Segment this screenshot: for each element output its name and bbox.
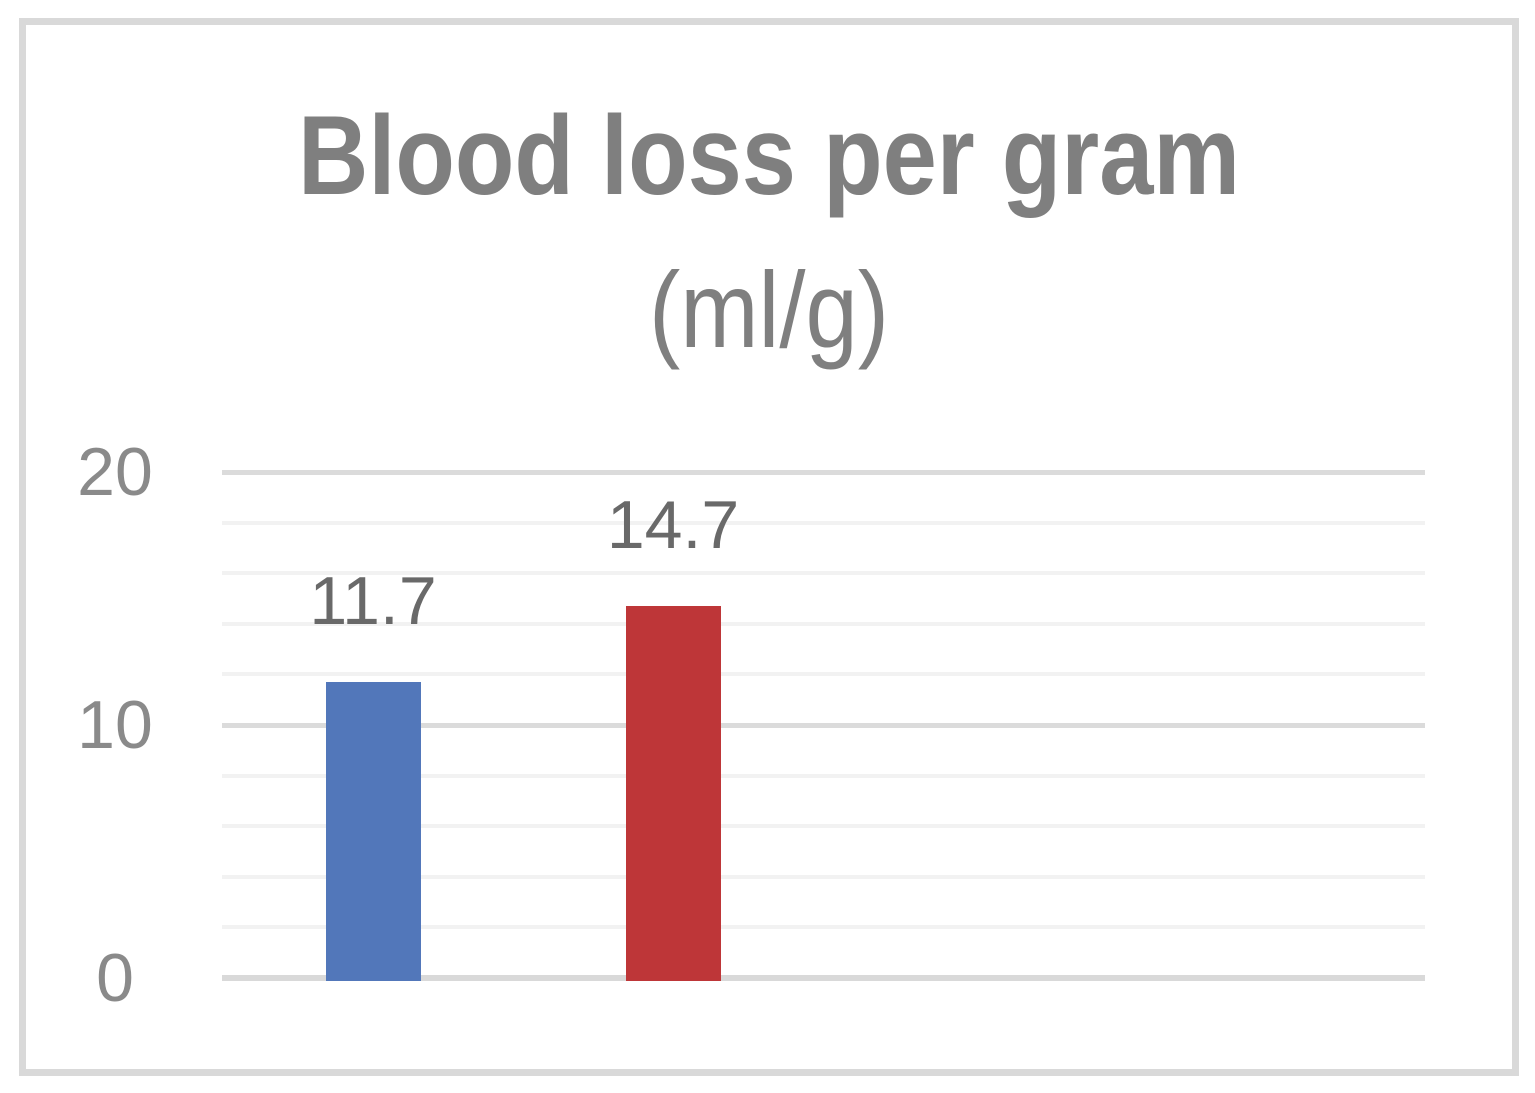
- major-gridline: [222, 470, 1425, 475]
- chart-title-line-1: Blood loss per gram: [297, 93, 1241, 218]
- data-label: 11.7: [309, 563, 437, 639]
- major-gridline: [222, 723, 1425, 728]
- chart-border-frame: [19, 18, 1519, 1076]
- minor-gridline: [222, 571, 1425, 575]
- y-axis-tick-label: 0: [96, 940, 134, 1016]
- minor-gridline: [222, 521, 1425, 525]
- minor-gridline: [222, 622, 1425, 626]
- chart-title-line-2: (ml/g): [648, 249, 890, 370]
- bar-blue[interactable]: [326, 682, 421, 981]
- minor-gridline: [222, 875, 1425, 879]
- minor-gridline: [222, 824, 1425, 828]
- minor-gridline: [222, 925, 1425, 929]
- minor-gridline: [222, 672, 1425, 676]
- y-axis-tick-label: 20: [77, 434, 153, 510]
- y-axis-tick-label: 10: [77, 687, 153, 763]
- data-label: 14.7: [606, 487, 740, 563]
- x-axis-baseline: [222, 975, 1425, 981]
- minor-gridline: [222, 774, 1425, 778]
- bar-red[interactable]: [626, 606, 721, 981]
